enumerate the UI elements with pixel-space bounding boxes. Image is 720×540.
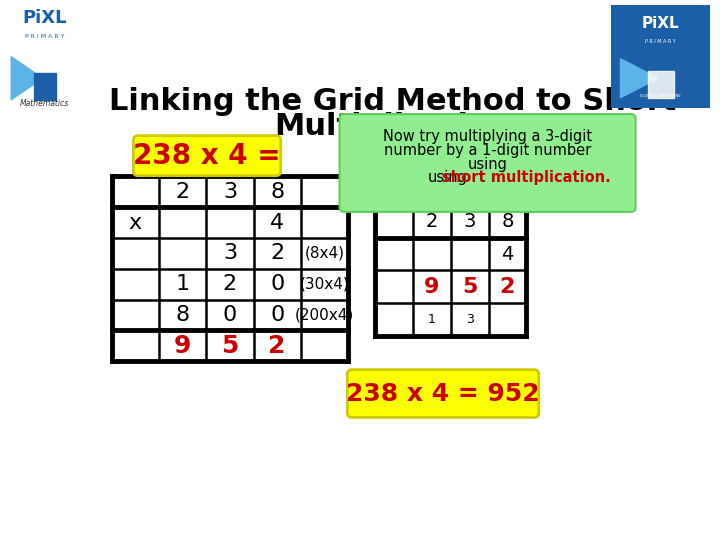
- Text: 2: 2: [222, 274, 237, 294]
- Text: 2: 2: [426, 212, 438, 231]
- Text: x: x: [129, 213, 142, 233]
- Text: 1: 1: [176, 274, 189, 294]
- Text: 2: 2: [269, 334, 286, 358]
- Text: Linking the Grid Method to Short: Linking the Grid Method to Short: [109, 87, 676, 116]
- Text: short multiplication.: short multiplication.: [442, 171, 611, 186]
- FancyBboxPatch shape: [340, 114, 636, 212]
- Text: 5: 5: [221, 334, 238, 358]
- Text: 2: 2: [500, 277, 515, 297]
- Text: Now try multiplying a 3-digit: Now try multiplying a 3-digit: [383, 129, 592, 144]
- Text: 0: 0: [222, 305, 237, 325]
- Text: 3: 3: [466, 313, 474, 326]
- Text: (200x4): (200x4): [294, 308, 354, 322]
- Text: (8x4): (8x4): [305, 246, 344, 261]
- Text: using: using: [428, 171, 468, 186]
- Text: 2: 2: [270, 244, 284, 264]
- Text: 5: 5: [462, 277, 477, 297]
- Text: (30x4): (30x4): [300, 276, 349, 292]
- FancyBboxPatch shape: [347, 370, 539, 417]
- Text: 0: 0: [270, 274, 284, 294]
- Text: using: using: [467, 157, 508, 172]
- Text: PiXL: PiXL: [642, 16, 679, 31]
- Polygon shape: [12, 57, 42, 100]
- Text: Multiplication: Multiplication: [274, 112, 510, 141]
- Text: 238 x 4 = 952: 238 x 4 = 952: [346, 382, 539, 406]
- Text: P R I M A R Y: P R I M A R Y: [24, 33, 64, 39]
- Bar: [35, 73, 56, 100]
- FancyBboxPatch shape: [133, 136, 281, 176]
- Text: number by a 1-digit number: number by a 1-digit number: [384, 143, 591, 158]
- Text: 3: 3: [222, 244, 237, 264]
- Text: 8: 8: [176, 305, 189, 325]
- Text: 238 x 4 =: 238 x 4 =: [133, 141, 281, 170]
- Text: P R I M A R Y: P R I M A R Y: [645, 39, 675, 44]
- Text: SCIENCE MADE MINE: SCIENCE MADE MINE: [640, 93, 680, 98]
- Text: 1: 1: [428, 313, 436, 326]
- Text: Mathematics: Mathematics: [19, 99, 69, 109]
- FancyBboxPatch shape: [608, 3, 712, 110]
- Text: 8: 8: [501, 212, 513, 231]
- Text: 8: 8: [270, 182, 284, 202]
- Text: 3: 3: [464, 212, 476, 231]
- Text: 0: 0: [270, 305, 284, 325]
- Text: 4: 4: [270, 213, 284, 233]
- Polygon shape: [621, 59, 658, 98]
- Text: 2: 2: [176, 182, 189, 202]
- Text: 9: 9: [174, 334, 192, 358]
- Text: 4: 4: [501, 245, 513, 264]
- Text: 3: 3: [222, 182, 237, 202]
- Text: PiXL: PiXL: [22, 9, 66, 26]
- Text: 9: 9: [424, 277, 439, 297]
- Bar: [648, 71, 674, 98]
